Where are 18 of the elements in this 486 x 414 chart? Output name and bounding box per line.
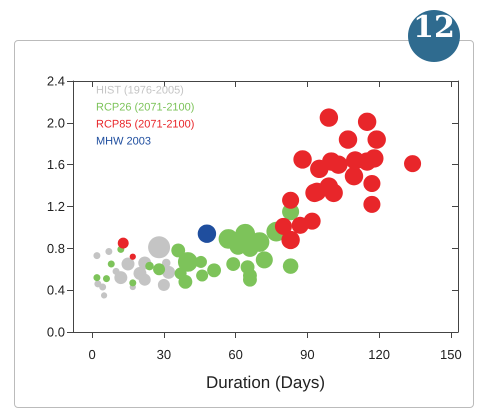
y-tick-label: 0.4 bbox=[46, 282, 65, 298]
y-tick-label: 1.2 bbox=[46, 199, 65, 214]
y-tick-label: 0.8 bbox=[46, 240, 65, 256]
y-tick-label: 0.0 bbox=[46, 324, 65, 340]
x-tick-label: 150 bbox=[440, 347, 462, 362]
text: RCP85 (2071-2100) bbox=[96, 118, 194, 130]
x-axis-title: Duration (Days) bbox=[206, 373, 326, 392]
x-tick-label: 0 bbox=[88, 347, 96, 362]
x-tick-label: 30 bbox=[156, 347, 172, 362]
y-tick-label: 1.6 bbox=[46, 157, 65, 172]
x-tick-label: 120 bbox=[368, 347, 390, 362]
text: HIST (1976-2005) bbox=[96, 84, 184, 96]
x-tick-label: 90 bbox=[300, 347, 315, 362]
y-tick-label: 2.0 bbox=[46, 115, 65, 130]
text: RCP26 (2071-2100) bbox=[96, 102, 194, 114]
text: MHW 2003 bbox=[96, 136, 152, 148]
x-tick-label: 60 bbox=[228, 347, 243, 362]
y-tick-label: 2.4 bbox=[46, 74, 65, 88]
